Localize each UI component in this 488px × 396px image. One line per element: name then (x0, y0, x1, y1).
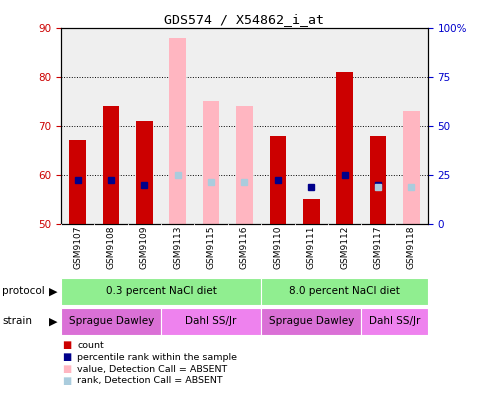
Bar (61, 278, 261, 305)
Text: rank, Detection Call = ABSENT: rank, Detection Call = ABSENT (77, 377, 223, 385)
Bar (194, 28, 227, 224)
Text: strain: strain (2, 316, 32, 326)
Text: Sprague Dawley: Sprague Dawley (68, 316, 153, 326)
Bar (61, 308, 161, 335)
Text: count: count (77, 341, 104, 350)
Bar (369, 141, 386, 224)
Text: ■: ■ (62, 364, 72, 374)
Text: Dahl SS/Jr: Dahl SS/Jr (368, 316, 419, 326)
Bar (61, 28, 94, 224)
Bar (127, 28, 161, 224)
Bar (161, 308, 261, 335)
Text: ■: ■ (62, 352, 72, 362)
Bar (261, 308, 361, 335)
Bar (161, 28, 194, 224)
Bar (261, 28, 294, 224)
Bar (261, 278, 427, 305)
Text: value, Detection Call = ABSENT: value, Detection Call = ABSENT (77, 365, 227, 373)
Bar (102, 106, 119, 224)
Bar (203, 101, 219, 224)
Text: percentile rank within the sample: percentile rank within the sample (77, 353, 237, 362)
Bar (394, 28, 427, 224)
Bar (136, 121, 152, 224)
Bar (269, 135, 285, 224)
Text: 8.0 percent NaCl diet: 8.0 percent NaCl diet (288, 286, 399, 297)
Text: ■: ■ (62, 376, 72, 386)
Bar (327, 28, 361, 224)
Bar (94, 28, 127, 224)
Text: ▶: ▶ (48, 316, 57, 326)
Bar (369, 135, 386, 224)
Text: GDS574 / X54862_i_at: GDS574 / X54862_i_at (164, 13, 324, 26)
Bar (302, 199, 319, 224)
Bar (227, 28, 261, 224)
Bar (361, 28, 394, 224)
Text: ▶: ▶ (48, 286, 57, 297)
Text: ■: ■ (62, 340, 72, 350)
Bar (336, 72, 352, 224)
Text: protocol: protocol (2, 286, 45, 297)
Text: 0.3 percent NaCl diet: 0.3 percent NaCl diet (105, 286, 216, 297)
Bar (361, 308, 427, 335)
Bar (69, 141, 86, 224)
Text: Dahl SS/Jr: Dahl SS/Jr (185, 316, 236, 326)
Text: Sprague Dawley: Sprague Dawley (268, 316, 353, 326)
Bar (236, 106, 252, 224)
Bar (402, 111, 419, 224)
Bar (169, 38, 186, 224)
Bar (294, 28, 327, 224)
